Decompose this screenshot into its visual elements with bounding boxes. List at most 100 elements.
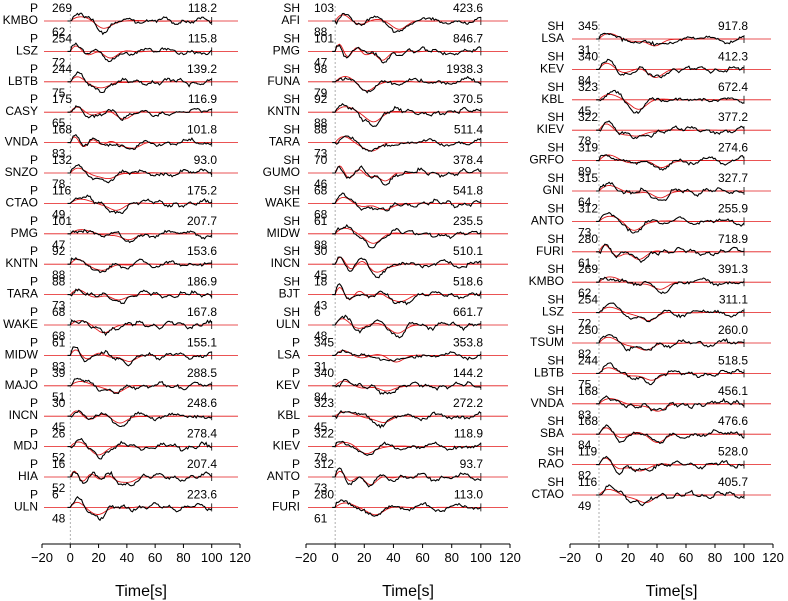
synthetic-waveform	[67, 320, 212, 334]
trace-kmbo: P 269 KMBO 62 118.2	[3, 1, 238, 39]
phase-label: SH	[547, 171, 564, 185]
x-tick-label: 40	[120, 550, 134, 565]
azimuth-label: 322	[578, 110, 598, 124]
distance-label: 52	[52, 451, 66, 465]
distance-label: 73	[578, 225, 592, 239]
station-label: HIA	[18, 469, 38, 483]
amplitude-label: 528.0	[718, 445, 748, 459]
station-label: MAJO	[5, 378, 38, 392]
distance-label: 61	[314, 511, 328, 525]
x-tick-label: 60	[148, 550, 162, 565]
amplitude-label: 510.1	[453, 244, 483, 258]
station-label: KEV	[276, 378, 300, 392]
phase-label: P	[292, 396, 300, 410]
station-label: KBL	[541, 92, 564, 106]
phase-label: SH	[547, 384, 564, 398]
observed-waveform	[67, 470, 213, 487]
amplitude-label: 93.0	[194, 153, 218, 167]
amplitude-label: 186.9	[187, 275, 217, 289]
station-label: BJT	[279, 287, 301, 301]
azimuth-label: 322	[314, 427, 334, 441]
distance-label: 45	[578, 104, 592, 118]
station-label: TSUM	[530, 335, 564, 349]
phase-label: P	[30, 92, 38, 106]
azimuth-label: 340	[314, 366, 334, 380]
station-label: KMBO	[3, 13, 38, 27]
observed-waveform	[67, 319, 213, 337]
phase-label: SH	[547, 232, 564, 246]
distance-label: 88	[314, 238, 328, 252]
azimuth-label: 254	[578, 293, 598, 307]
amplitude-label: 378.4	[453, 153, 483, 167]
amplitude-label: 917.8	[718, 19, 748, 33]
observed-waveform	[67, 71, 212, 94]
station-label: VNDA	[531, 396, 564, 410]
synthetic-waveform	[332, 350, 481, 363]
observed-waveform	[596, 89, 745, 115]
distance-label: 46	[314, 177, 328, 191]
observed-waveform	[332, 135, 482, 152]
observed-waveform	[596, 276, 745, 295]
phase-label: P	[30, 62, 38, 76]
observed-waveform	[332, 223, 482, 249]
phase-label: SH	[547, 475, 564, 489]
amplitude-label: 93.7	[460, 457, 484, 471]
distance-label: 49	[578, 499, 592, 513]
azimuth-label: 269	[52, 1, 72, 15]
phase-label: P	[30, 366, 38, 380]
synthetic-waveform	[596, 276, 744, 290]
distance-label: 83	[578, 408, 592, 422]
station-label: ANTO	[267, 469, 300, 483]
trace-kntn: P 92 KNTN 88 153.6	[5, 244, 238, 282]
trace-midw: P 61 MIDW 83 155.1	[5, 335, 238, 373]
amplitude-label: 207.7	[187, 214, 217, 228]
trace-snzo: P 132 SNZO 78 93.0	[5, 153, 238, 191]
amplitude-label: 672.4	[718, 80, 748, 94]
station-label: GUMO	[263, 165, 300, 179]
synthetic-waveform	[596, 62, 744, 78]
azimuth-label: 68	[314, 183, 328, 197]
station-label: KNTN	[5, 256, 38, 270]
distance-label: 48	[314, 329, 328, 343]
distance-label: 62	[52, 25, 66, 39]
synthetic-waveform	[332, 165, 481, 182]
station-label: ULN	[276, 317, 300, 331]
amplitude-label: 175.2	[187, 183, 217, 197]
distance-label: 72	[578, 317, 592, 331]
azimuth-label: 244	[52, 62, 72, 76]
observed-waveform	[332, 410, 482, 429]
x-tick-label: 60	[679, 550, 693, 565]
azimuth-label: 280	[578, 232, 598, 246]
azimuth-label: 132	[52, 153, 72, 167]
phase-label: P	[30, 244, 38, 258]
amplitude-label: 248.6	[187, 396, 217, 410]
x-tick-label: 40	[386, 550, 400, 565]
observed-waveform	[332, 314, 482, 339]
trace-vnda: P 168 VNDA 83 101.8	[5, 123, 238, 161]
amplitude-label: 139.2	[187, 62, 217, 76]
station-label: CTAO	[6, 195, 38, 209]
distance-label: 52	[52, 481, 66, 495]
trace-vnda: SH 168 VNDA 83 456.1	[531, 384, 771, 422]
station-label: KBL	[277, 408, 300, 422]
x-axis: −20 0 20 40 60 80 100 120 Time[s]	[31, 543, 251, 600]
station-label: INCN	[271, 256, 300, 270]
azimuth-label: 168	[52, 123, 72, 137]
amplitude-label: 101.8	[187, 123, 217, 137]
amplitude-label: 288.5	[187, 366, 217, 380]
station-label: FUNA	[267, 74, 300, 88]
azimuth-label: 39	[52, 366, 66, 380]
x-axis-title: Time[s]	[382, 583, 434, 600]
x-tick-label: 120	[229, 550, 251, 565]
phase-label: SH	[283, 153, 300, 167]
observed-waveform	[596, 302, 745, 323]
distance-label: 72	[52, 55, 66, 69]
amplitude-label: 153.6	[187, 244, 217, 258]
x-tick-label: 120	[762, 550, 784, 565]
station-label: TARA	[269, 135, 300, 149]
observed-waveform	[596, 362, 745, 386]
station-label: TARA	[7, 287, 38, 301]
x-tick-label: 20	[91, 550, 105, 565]
phase-label: P	[30, 153, 38, 167]
station-label: KMBO	[529, 274, 564, 288]
